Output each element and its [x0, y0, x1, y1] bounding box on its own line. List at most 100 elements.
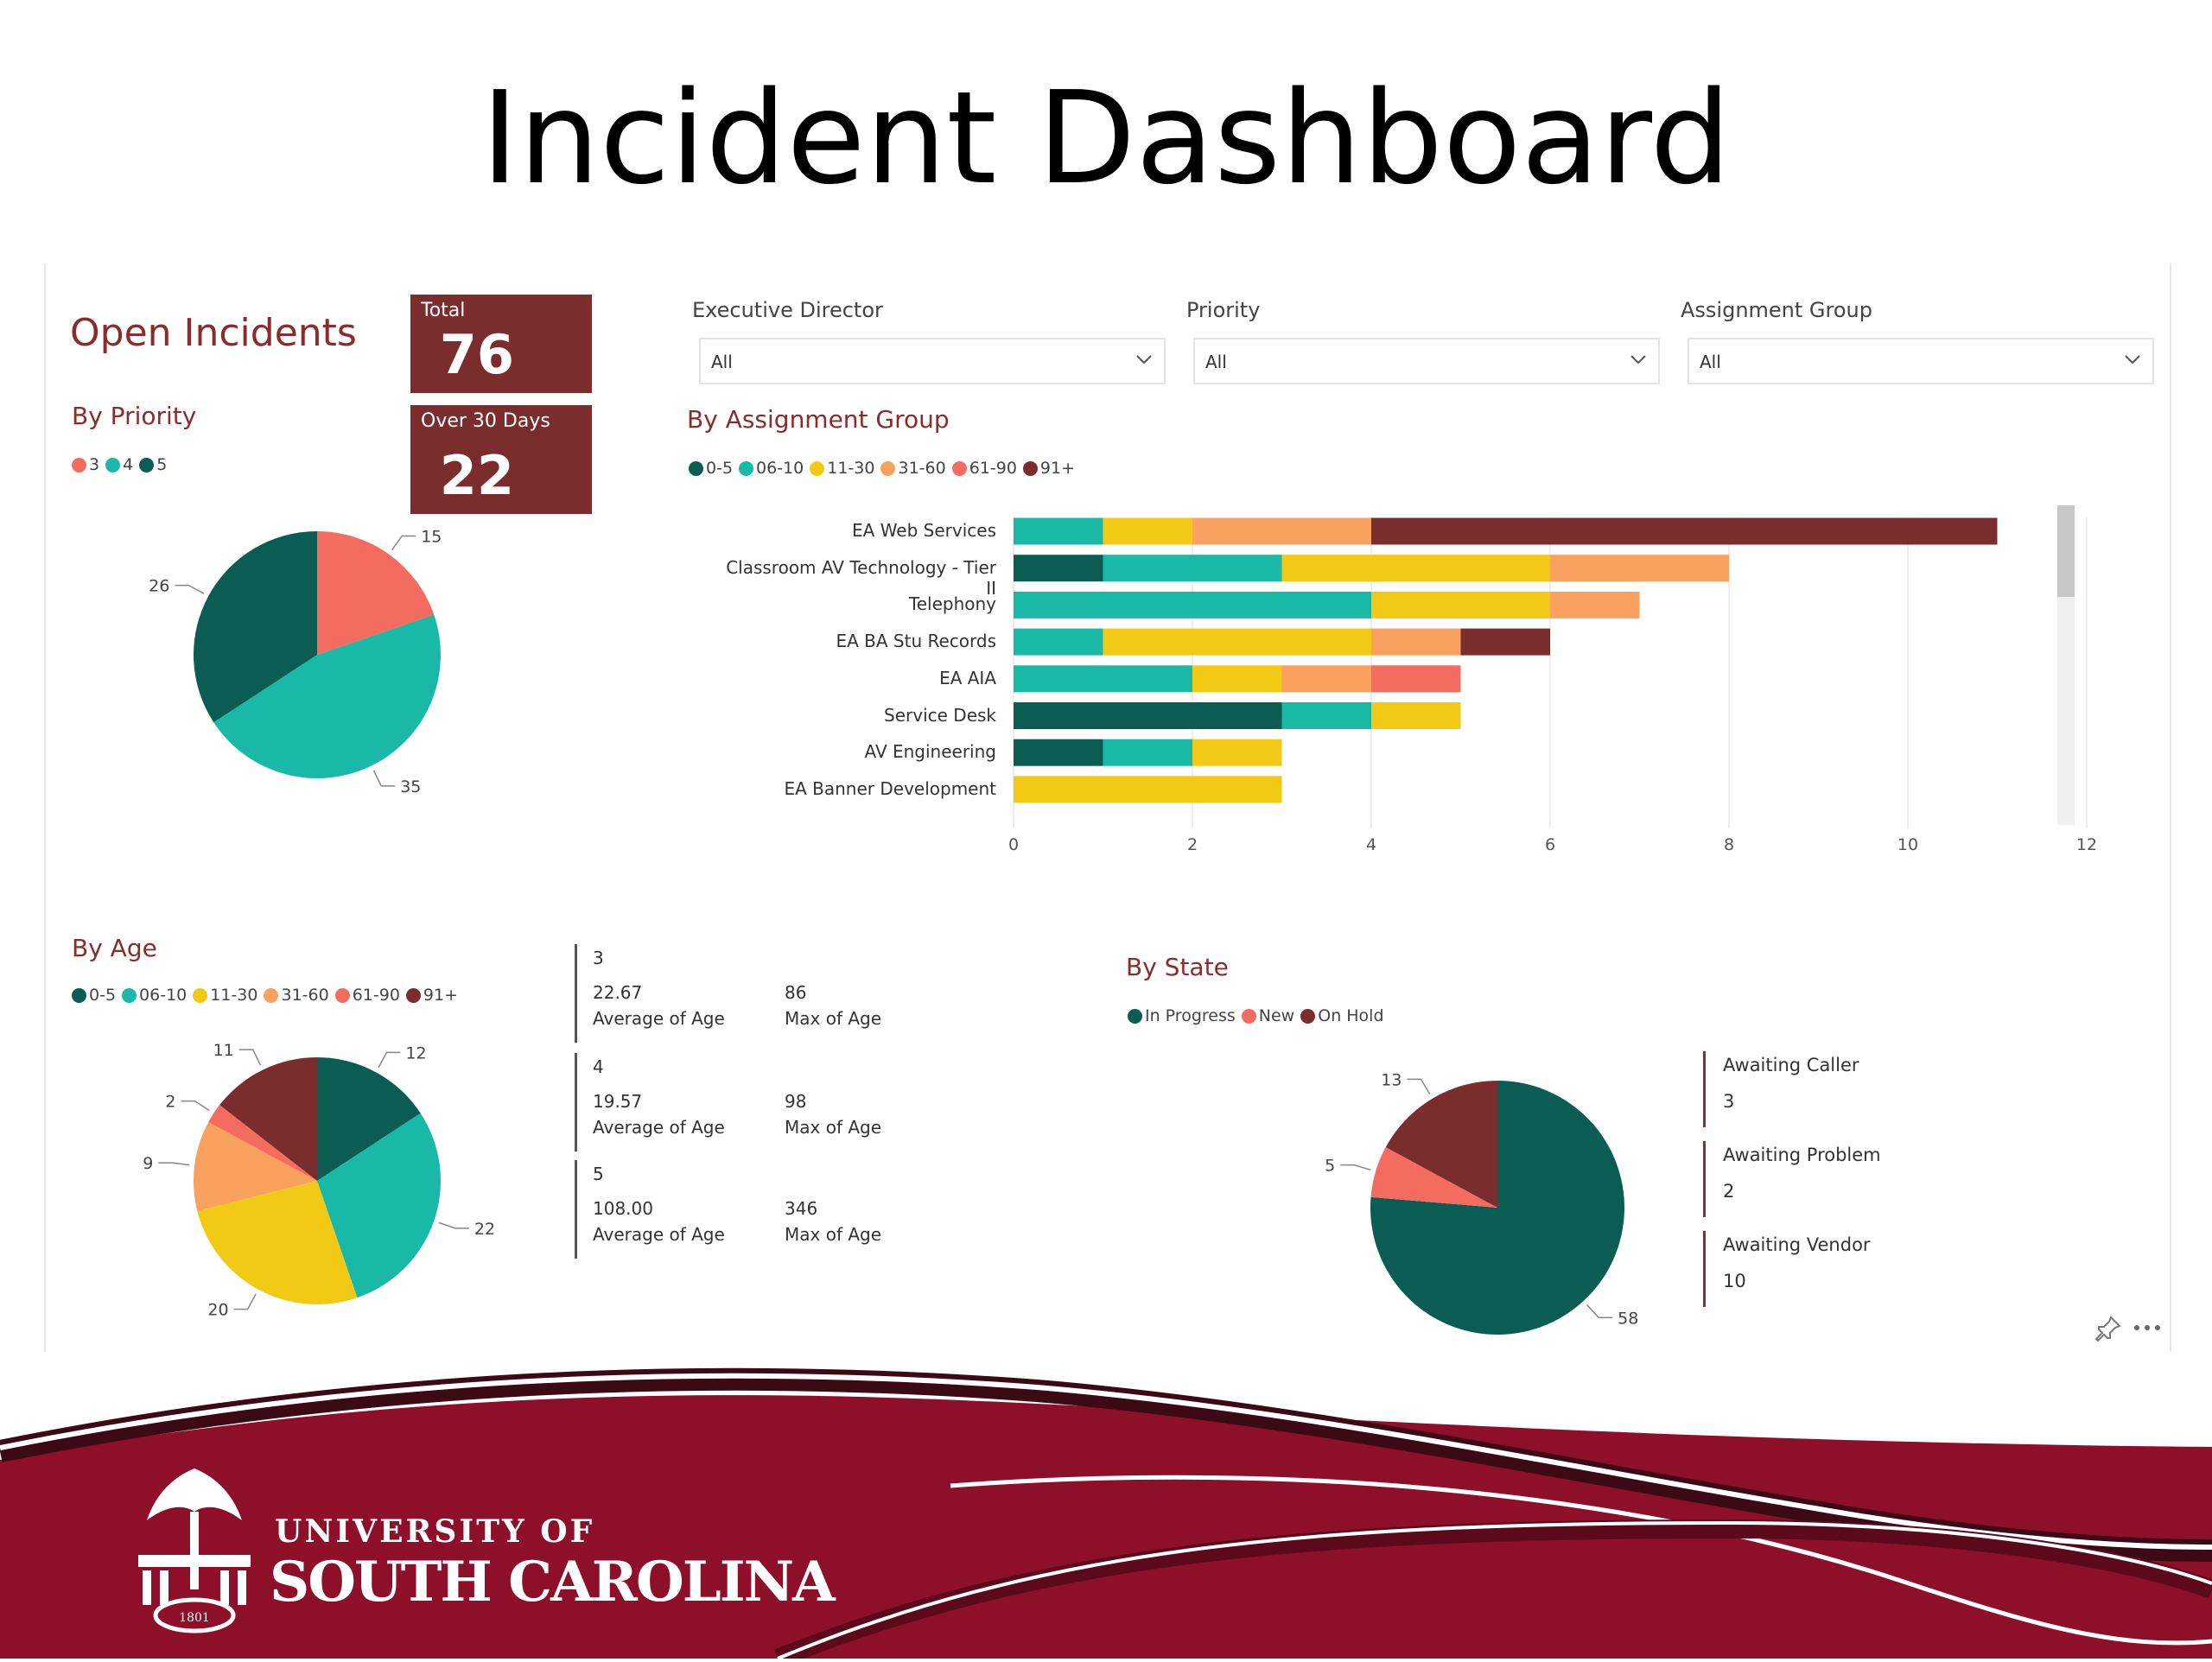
by-priority-title: By Priority: [72, 402, 197, 430]
legend-item-61-90[interactable]: 61-90: [334, 986, 400, 1005]
legend-item-0-5[interactable]: 0-5: [72, 986, 116, 1005]
age-slice-0-5[interactable]: [317, 1057, 421, 1181]
legend-item-31-60[interactable]: 31-60: [264, 986, 329, 1005]
bar-segment-06-10[interactable]: [1281, 702, 1372, 729]
assignment-group-dropdown[interactable]: All: [1688, 338, 2154, 384]
legend-item-4[interactable]: 4: [105, 455, 133, 474]
legend-item-in-progress[interactable]: In Progress: [1128, 1006, 1236, 1025]
awaiting-caller-card[interactable]: Awaiting Caller 3: [1703, 1051, 1859, 1127]
bar-segment-0-5[interactable]: [1014, 555, 1103, 582]
category-label: EA Web Services: [852, 520, 996, 541]
by-priority-pie-chart[interactable]: 15 35 26: [46, 497, 599, 816]
bar-segment-06-10[interactable]: [1103, 739, 1193, 766]
legend-label: 4: [123, 455, 134, 474]
legend-item-06-10[interactable]: 06-10: [122, 986, 187, 1005]
by-assignment-group-bar-chart[interactable]: [970, 497, 2111, 868]
max-age-label: Max of Age: [785, 1117, 882, 1138]
bar-segment-11-30[interactable]: [1281, 555, 1551, 582]
legend-label: 0-5: [89, 986, 117, 1005]
priority-slice-4[interactable]: [213, 614, 441, 778]
priority-label: Priority: [1186, 298, 1261, 322]
legend-label: 31-60: [281, 986, 329, 1005]
legend-item-3[interactable]: 3: [72, 455, 99, 474]
age-slice-11-30[interactable]: [197, 1181, 358, 1304]
category-label: EA Banner Development: [784, 777, 996, 799]
bar-segment-11-30[interactable]: [1192, 665, 1282, 693]
page-title: Open Incidents: [70, 311, 357, 355]
awaiting-vendor-card[interactable]: Awaiting Vendor 10: [1703, 1231, 1871, 1307]
age-leader-line: [238, 1049, 262, 1066]
bar-segment-11-30[interactable]: [1371, 702, 1461, 729]
awaiting-problem-card[interactable]: Awaiting Problem 2: [1703, 1141, 1881, 1217]
bar-segment-31-60[interactable]: [1281, 665, 1372, 693]
legend-item-61-90[interactable]: 61-90: [951, 459, 1017, 478]
bar-segment-11-30[interactable]: [1014, 776, 1282, 803]
priority-leader-line: [175, 584, 205, 594]
legend-item-91[interactable]: 91+: [405, 986, 458, 1005]
bar-segment-06-10[interactable]: [1014, 665, 1192, 693]
legend-item-new[interactable]: New: [1241, 1006, 1294, 1025]
priority-data-label: 35: [400, 777, 421, 796]
over-30-days-card[interactable]: Over 30 Days 22: [410, 405, 592, 514]
legend-item-0-5[interactable]: 0-5: [689, 459, 733, 478]
state-data-label: 58: [1618, 1309, 1638, 1328]
bar-segment-11-30[interactable]: [1103, 517, 1193, 545]
age-stats-priority-5[interactable]: 5 108.00 Average of Age 346 Max of Age: [575, 1160, 881, 1259]
scrollbar-track[interactable]: [2057, 505, 2075, 825]
bar-segment-06-10[interactable]: [1014, 628, 1103, 656]
bar-segment-11-30[interactable]: [1192, 739, 1282, 766]
age-data-label: 2: [165, 1093, 175, 1112]
legend-dot-icon: [1022, 460, 1038, 476]
legend-dot-icon: [1241, 1008, 1256, 1024]
bar-segment-31-60[interactable]: [1371, 628, 1461, 656]
age-data-label: 9: [143, 1154, 153, 1173]
age-slice-61-90[interactable]: [208, 1105, 317, 1181]
priority-slice-3[interactable]: [317, 531, 435, 655]
tick-label: 2: [1186, 835, 1198, 854]
legend-item-5[interactable]: 5: [139, 455, 167, 474]
bar-segment-06-10[interactable]: [1014, 591, 1371, 618]
awaiting-caller-value: 3: [1723, 1091, 1735, 1112]
state-slice-new[interactable]: [1370, 1147, 1497, 1208]
legend-item-06-10[interactable]: 06-10: [739, 459, 804, 478]
bar-segment-11-30[interactable]: [1103, 628, 1372, 656]
average-age-label: Average of Age: [593, 1117, 725, 1138]
age-data-label: 20: [207, 1301, 228, 1320]
total-card-label: Total: [421, 300, 466, 321]
more-options-icon[interactable]: [2130, 1319, 2164, 1336]
bar-segment-11-30[interactable]: [1371, 591, 1550, 618]
bar-segment-91-[interactable]: [1371, 517, 1998, 545]
legend-item-11-30[interactable]: 11-30: [810, 459, 874, 478]
state-slice-on-hold[interactable]: [1385, 1081, 1497, 1208]
total-card[interactable]: Total 76: [410, 295, 592, 393]
age-slice-91-[interactable]: [219, 1057, 317, 1181]
bar-segment-31-60[interactable]: [1550, 555, 1729, 582]
bar-segment-31-60[interactable]: [1192, 517, 1371, 545]
chevron-down-icon: [2125, 355, 2140, 365]
legend-item-31-60[interactable]: 31-60: [880, 459, 946, 478]
bar-segment-0-5[interactable]: [1014, 739, 1103, 766]
legend-label: 91+: [1039, 459, 1076, 478]
age-stats-priority-4[interactable]: 4 19.57 Average of Age 98 Max of Age: [575, 1053, 881, 1151]
bar-segment-06-10[interactable]: [1103, 555, 1282, 582]
legend-item-on-hold[interactable]: On Hold: [1300, 1006, 1384, 1025]
tick-label: 6: [1544, 835, 1556, 854]
scrollbar-thumb[interactable]: [2057, 505, 2075, 597]
executive-director-dropdown[interactable]: All: [699, 338, 1166, 384]
bar-segment-91-[interactable]: [1460, 628, 1551, 656]
bar-segment-61-90[interactable]: [1371, 665, 1461, 693]
bar-segment-06-10[interactable]: [1014, 517, 1103, 545]
by-state-pie-chart[interactable]: 58 5 13: [1255, 1041, 1739, 1352]
legend-item-91[interactable]: 91+: [1022, 459, 1076, 478]
priority-dropdown[interactable]: All: [1193, 338, 1660, 384]
bar-segment-31-60[interactable]: [1550, 591, 1640, 618]
legend-item-11-30[interactable]: 11-30: [193, 986, 257, 1005]
age-slice-06-10[interactable]: [317, 1113, 442, 1298]
pin-icon[interactable]: [2094, 1314, 2123, 1343]
legend-dot-icon: [810, 460, 825, 476]
age-stats-priority-3[interactable]: 3 22.67 Average of Age 86 Max of Age: [575, 944, 881, 1043]
priority-slice-5[interactable]: [193, 531, 317, 723]
bar-segment-0-5[interactable]: [1014, 702, 1282, 729]
by-age-pie-chart[interactable]: 12 22 20 9 2 11: [46, 1024, 599, 1343]
age-slice-31-60[interactable]: [193, 1121, 317, 1212]
